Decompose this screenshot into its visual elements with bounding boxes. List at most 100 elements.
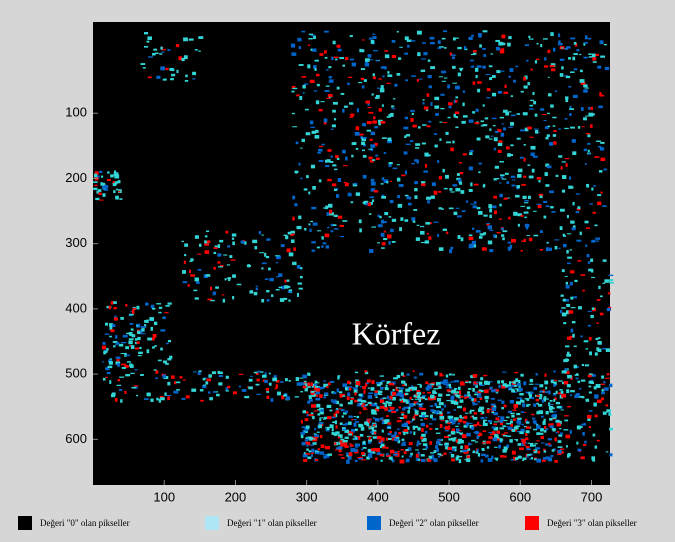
speckle [417, 79, 419, 82]
speckle [415, 147, 419, 149]
speckle [511, 95, 513, 97]
speckle [508, 111, 511, 112]
speckle [501, 228, 504, 231]
speckle [374, 426, 377, 428]
speckle [363, 406, 366, 408]
speckle [572, 334, 574, 338]
speckle [298, 283, 303, 285]
speckle [491, 456, 493, 459]
speckle [122, 367, 126, 369]
speckle [213, 267, 215, 270]
speckle [255, 384, 259, 386]
speckle [319, 419, 321, 422]
speckle [434, 97, 439, 100]
speckle [464, 394, 467, 396]
speckle [444, 405, 446, 408]
speckle [133, 308, 137, 310]
speckle [401, 372, 404, 375]
speckle [569, 310, 574, 313]
speckle [314, 450, 318, 451]
speckle [532, 92, 534, 95]
x-tick-label: 200 [225, 489, 247, 504]
speckle [564, 48, 568, 50]
speckle [147, 349, 150, 353]
speckle [485, 382, 490, 384]
speckle [580, 79, 585, 83]
speckle [394, 438, 399, 441]
speckle [488, 420, 492, 422]
speckle [409, 442, 413, 445]
speckle [405, 389, 410, 392]
speckle [452, 83, 457, 84]
speckle [333, 401, 337, 403]
speckle [316, 100, 319, 104]
speckle [486, 97, 490, 98]
speckle [566, 250, 568, 254]
speckle [458, 419, 462, 422]
speckle [483, 423, 488, 426]
speckle [311, 449, 314, 453]
speckle [327, 149, 331, 152]
speckle [386, 447, 389, 449]
speckle [422, 42, 426, 44]
speckle [508, 411, 512, 413]
speckle [354, 416, 357, 417]
speckle [121, 342, 125, 343]
speckle [430, 452, 434, 453]
speckle [506, 445, 509, 447]
speckle [508, 247, 511, 251]
speckle [523, 381, 526, 385]
speckle [435, 145, 438, 148]
speckle [584, 441, 586, 444]
speckle [491, 136, 494, 137]
speckle [306, 445, 308, 447]
speckle [380, 406, 384, 409]
speckle [363, 202, 366, 204]
speckle [406, 459, 410, 461]
y-tick-label: 200 [65, 170, 87, 185]
speckle [550, 411, 554, 413]
y-tick-label: 500 [65, 366, 87, 381]
speckle [574, 346, 577, 348]
speckle [574, 365, 577, 369]
speckle [424, 106, 429, 109]
speckle [410, 140, 413, 142]
speckle [144, 46, 148, 48]
speckle [529, 404, 531, 406]
speckle [357, 108, 359, 112]
speckle [430, 415, 433, 419]
speckle [566, 282, 568, 285]
speckle [485, 417, 487, 419]
speckle [265, 278, 268, 280]
speckle [113, 345, 116, 347]
speckle [572, 57, 575, 61]
speckle [334, 413, 336, 417]
speckle [470, 204, 474, 205]
speckle [382, 104, 384, 106]
speckle [325, 165, 329, 167]
speckle [446, 132, 449, 135]
speckle [269, 383, 272, 386]
speckle [317, 152, 320, 154]
speckle [117, 363, 120, 367]
speckle [329, 410, 332, 412]
speckle [573, 95, 578, 98]
speckle [354, 423, 357, 427]
speckle [482, 48, 486, 50]
speckle [503, 230, 508, 232]
speckle [103, 351, 107, 353]
speckle [484, 396, 488, 400]
speckle [147, 393, 151, 397]
speckle [551, 380, 554, 383]
speckle [244, 396, 249, 398]
speckle [276, 262, 278, 263]
speckle [476, 451, 478, 453]
speckle [323, 456, 327, 459]
speckle [494, 148, 496, 151]
speckle [550, 32, 553, 36]
speckle [413, 220, 416, 222]
speckle [544, 430, 547, 433]
speckle [496, 389, 500, 391]
speckle [501, 123, 504, 124]
speckle [513, 419, 516, 421]
